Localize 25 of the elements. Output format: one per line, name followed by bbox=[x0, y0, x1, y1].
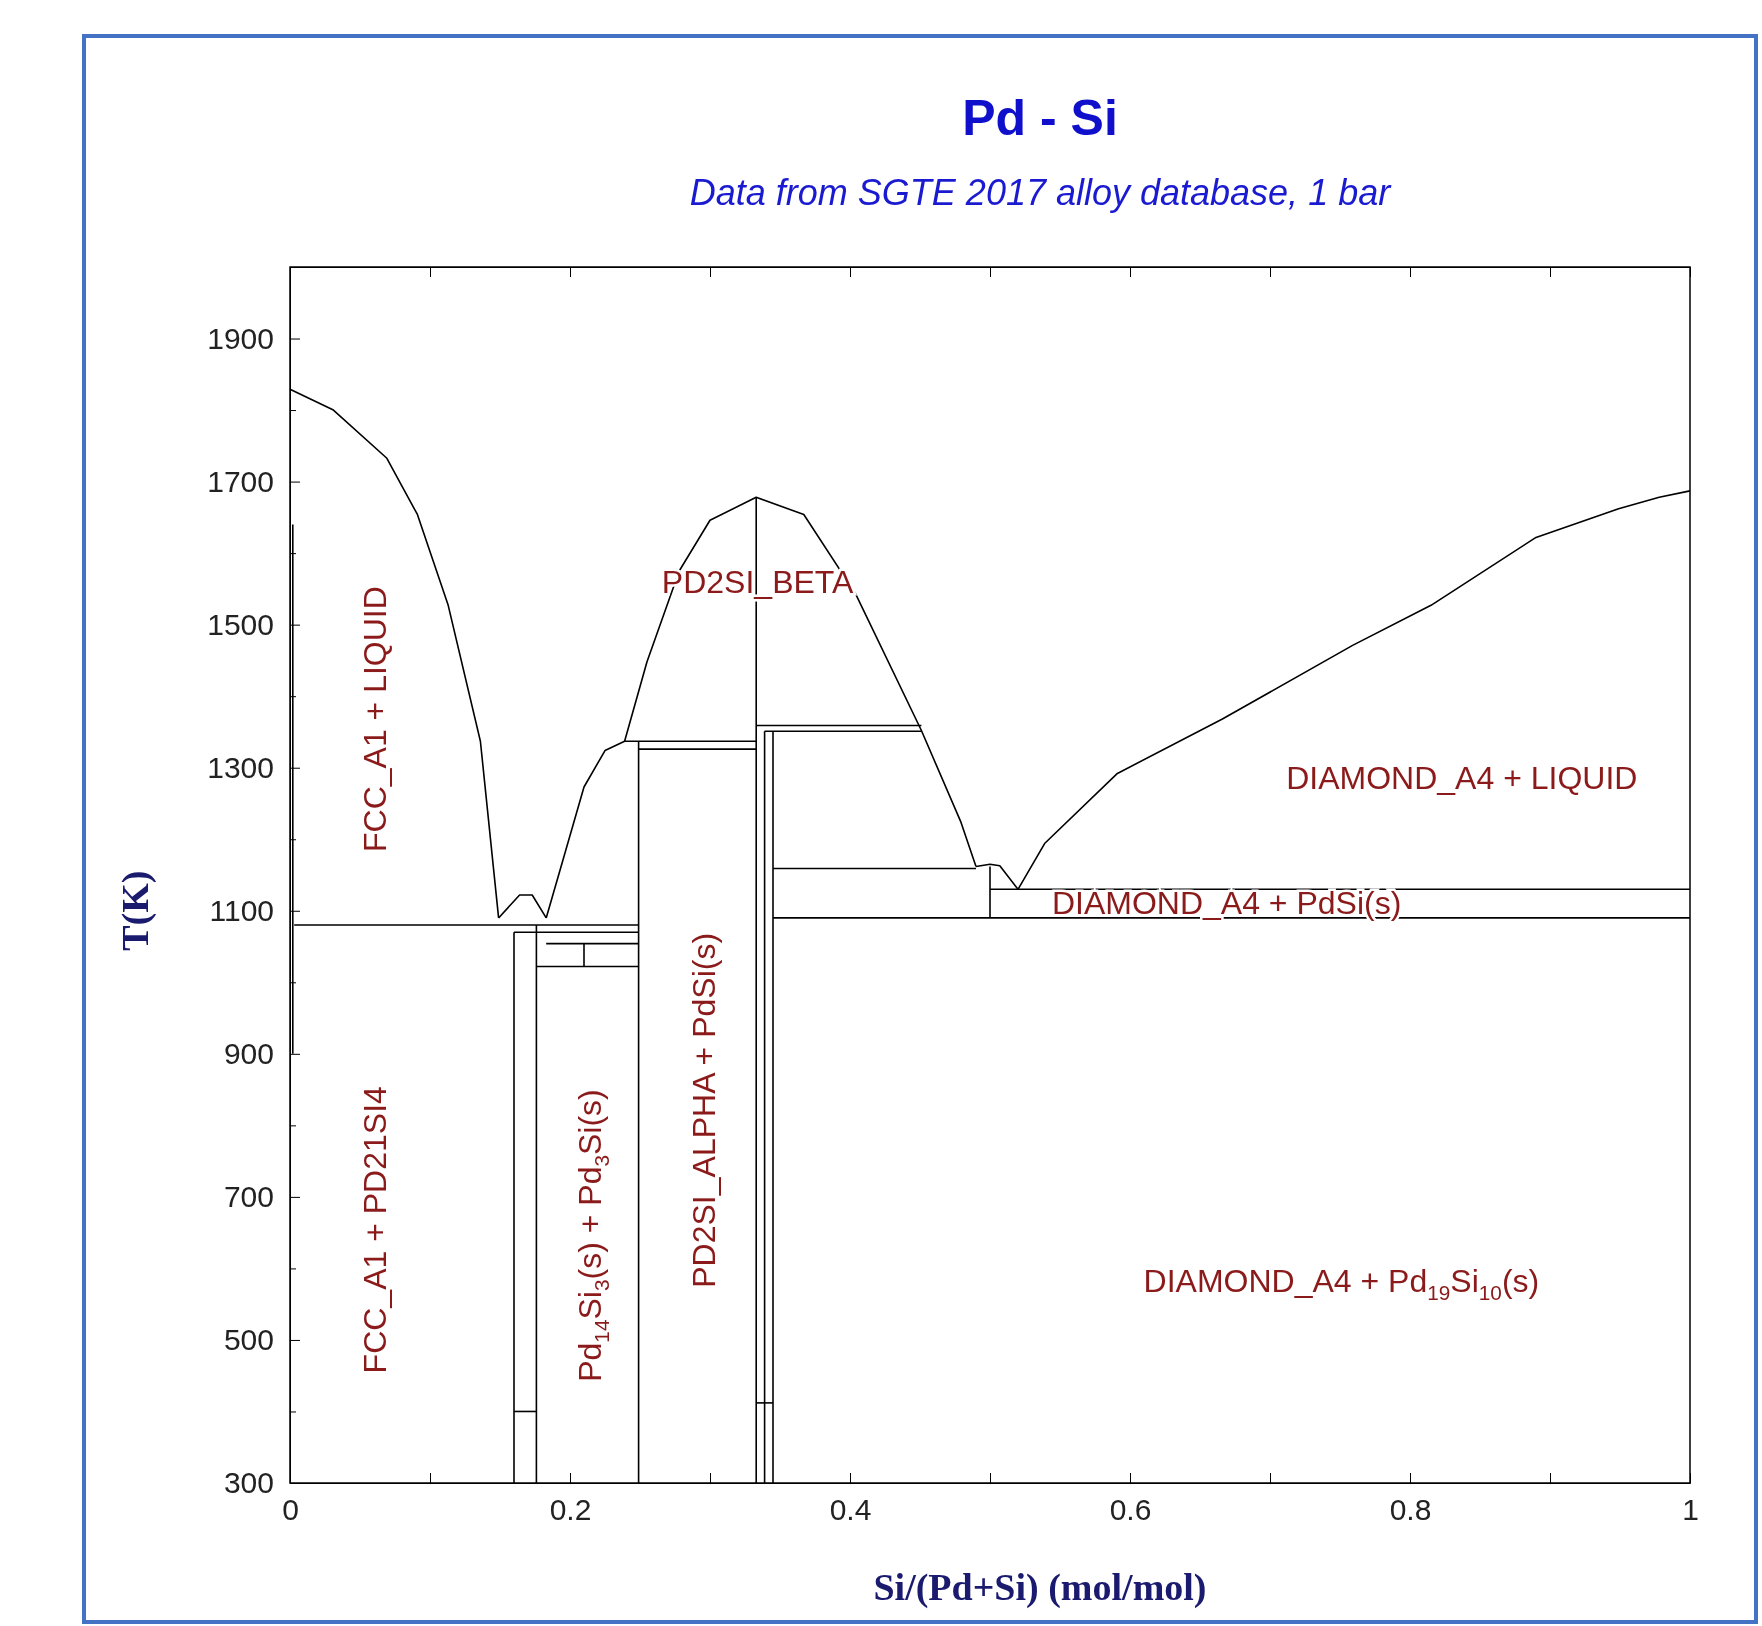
x-tick-label: 0.8 bbox=[1389, 1493, 1432, 1527]
annotation: PD2SI_ALPHA + PdSi(s) bbox=[686, 932, 723, 1288]
y-tick-label: 500 bbox=[223, 1323, 274, 1357]
y-tick-label: 1500 bbox=[207, 607, 274, 641]
y-tick-label: 700 bbox=[223, 1179, 274, 1213]
y-axis-title: T(K) bbox=[114, 870, 157, 951]
annotation: FCC_A1 + LIQUID bbox=[357, 586, 394, 852]
y-tick-label: 1300 bbox=[207, 750, 274, 784]
x-axis-title: Si/(Pd+Si) (mol/mol) bbox=[873, 1566, 1207, 1609]
x-tick-label: 0 bbox=[282, 1493, 299, 1527]
y-tick-label: 1100 bbox=[209, 893, 274, 927]
x-tick-label: 0.6 bbox=[1109, 1493, 1152, 1527]
annotation: FCC_A1 + PD21SI4 bbox=[357, 1086, 394, 1374]
x-tick-label: 1 bbox=[1682, 1493, 1699, 1527]
x-tick-label: 0.4 bbox=[829, 1493, 872, 1527]
y-tick-label: 300 bbox=[223, 1466, 274, 1500]
y-tick-label: 1700 bbox=[207, 464, 274, 498]
x-tick-label: 0.2 bbox=[549, 1493, 592, 1527]
annotation: DIAMOND_A4 + LIQUID bbox=[1286, 759, 1638, 796]
annotation: DIAMOND_A4 + PdSi(s) bbox=[1051, 884, 1402, 921]
chart-title: Pd - Si bbox=[962, 90, 1118, 146]
y-tick-label: 1900 bbox=[207, 321, 274, 355]
annotation: DIAMOND_A4 + Pd$_{19}$Si$_{10}$(s) bbox=[1143, 1262, 1540, 1304]
y-tick-label: 900 bbox=[223, 1036, 274, 1070]
chart-subtitle: Data from SGTE 2017 alloy database, 1 bar bbox=[689, 172, 1393, 213]
